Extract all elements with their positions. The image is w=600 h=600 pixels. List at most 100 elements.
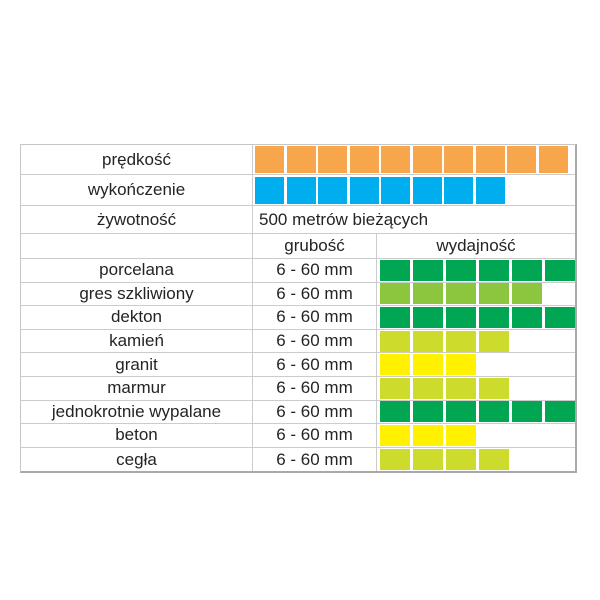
efficiency-rating-squares [377,424,575,447]
efficiency-rating-squares [377,330,575,353]
material-name: jednokrotnie wypalane [21,400,253,424]
material-thickness: 6 - 60 mm [253,400,377,424]
efficiency-rating-squares [377,283,575,306]
rating-square [538,146,568,173]
rating-square [413,306,443,328]
table-row-material: porcelana 6 - 60 mm [21,259,575,283]
material-name: cegła [21,447,253,472]
rating-square [413,449,443,471]
rating-square [446,306,476,328]
rating-square [475,176,505,204]
table-header-row: grubość wydajność [21,234,575,259]
table-row-material: beton 6 - 60 mm [21,424,575,448]
row-label-finish: wykończenie [21,175,253,205]
table-row-finish: wykończenie [21,175,575,206]
rating-square [479,449,509,471]
rating-square [479,306,509,328]
rating-square [380,283,410,305]
table-row-speed: prędkość [21,145,575,175]
table-row-material: granit 6 - 60 mm [21,353,575,377]
rating-square [545,259,575,281]
rating-square [545,306,575,328]
material-thickness: 6 - 60 mm [253,353,377,376]
efficiency-rating-squares [377,401,575,424]
rating-square [512,401,542,423]
rating-square [380,377,410,399]
material-name: kamień [21,329,253,353]
rating-square [381,146,410,173]
rating-square [545,401,575,423]
material-name: granit [21,353,253,376]
table-row-material: jednokrotnie wypalane 6 - 60 mm [21,400,575,425]
rating-square [446,330,476,352]
rating-square [380,401,410,423]
material-thickness: 6 - 60 mm [253,282,377,306]
rating-square [446,424,476,446]
rating-square [349,146,379,173]
speed-rating-squares [253,145,575,174]
table-row-material: kamień 6 - 60 mm [21,329,575,354]
row-label-lifespan: żywotność [21,206,253,233]
rating-square [479,283,509,305]
header-efficiency: wydajność [436,236,516,255]
finish-rating-squares [253,175,575,205]
rating-square [479,377,509,399]
material-thickness: 6 - 60 mm [253,376,377,400]
rating-square [318,176,347,204]
efficiency-rating-squares [377,353,575,376]
material-thickness: 6 - 60 mm [253,447,377,472]
material-thickness: 6 - 60 mm [253,306,377,329]
header-thickness: grubość [253,234,377,258]
material-thickness: 6 - 60 mm [253,424,377,447]
efficiency-rating-squares [377,377,575,400]
rating-square [413,330,443,352]
rating-square [479,259,509,281]
rating-square [318,146,347,173]
rating-square [413,259,443,281]
rating-square [412,176,442,204]
table-row-material: marmur 6 - 60 mm [21,376,575,401]
rating-square [475,146,505,173]
rating-square [479,401,509,423]
rating-square [512,259,542,281]
rating-square [380,449,410,471]
rating-square [380,259,410,281]
rating-square [412,146,442,173]
rating-square [413,401,443,423]
table-row-lifespan: żywotność 500 metrów bieżących [21,206,575,234]
rating-square [413,424,443,446]
rating-square [380,354,410,376]
efficiency-rating-squares [377,448,575,472]
material-name: marmur [21,376,253,400]
rating-square [255,176,284,204]
material-name: porcelana [21,259,253,282]
rating-square [446,377,476,399]
table-row-material: cegła 6 - 60 mm [21,447,575,472]
materials-spec-table: prędkość wykończenie żywotność 500 metró… [20,144,577,474]
material-name: dekton [21,306,253,329]
header-empty-cell [21,234,253,258]
rating-square [446,283,476,305]
efficiency-rating-squares [377,306,575,329]
material-thickness: 6 - 60 mm [253,329,377,353]
efficiency-rating-squares [377,259,575,282]
table-row-material: dekton 6 - 60 mm [21,306,575,330]
rating-square [512,283,542,305]
rating-square [413,354,443,376]
rating-square [444,176,473,204]
row-label-speed: prędkość [21,145,253,174]
rating-square [444,146,473,173]
lifespan-value: 500 metrów bieżących [259,209,429,229]
material-name: beton [21,424,253,447]
rating-square [349,176,379,204]
material-thickness: 6 - 60 mm [253,259,377,282]
rating-square [380,330,410,352]
rating-square [380,424,410,446]
rating-square [413,283,443,305]
rating-square [446,354,476,376]
table-row-material: gres szkliwiony 6 - 60 mm [21,282,575,307]
rating-square [446,401,476,423]
rating-square [507,146,536,173]
rating-square [286,146,316,173]
